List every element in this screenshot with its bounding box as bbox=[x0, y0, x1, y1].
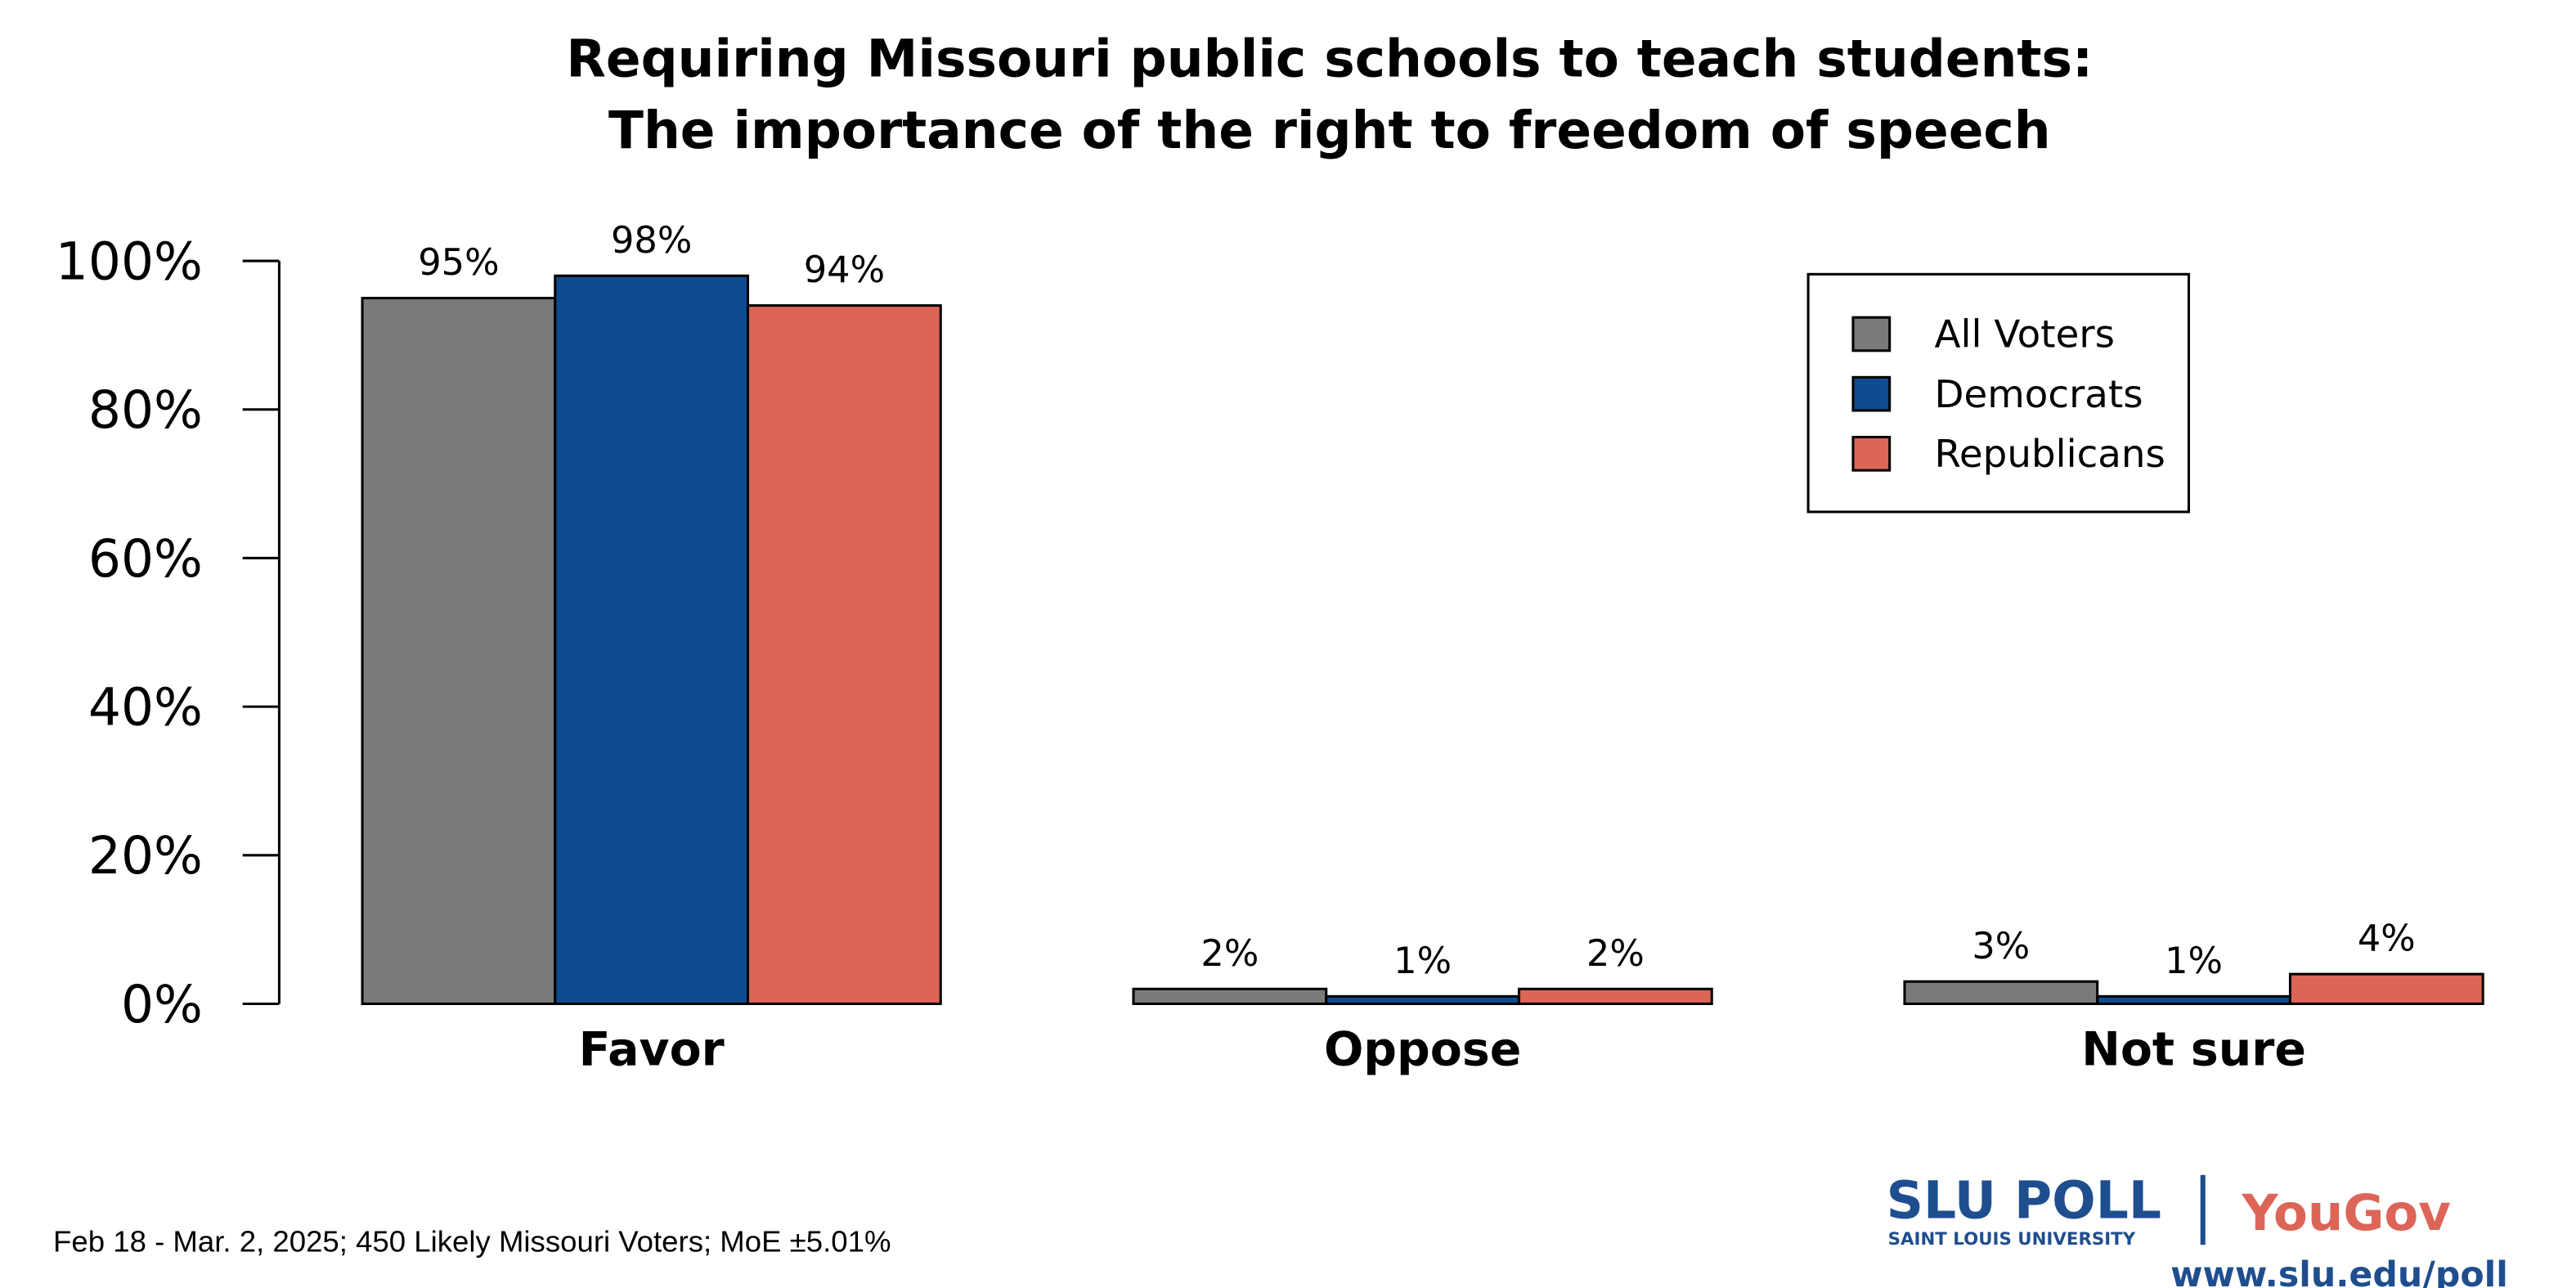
bar-all-voters bbox=[1903, 980, 2099, 1006]
legend-label: Democrats bbox=[1935, 373, 2143, 417]
category-label: Oppose bbox=[1324, 1023, 1521, 1077]
bar-all-voters bbox=[361, 296, 557, 1006]
data-label: 2% bbox=[1200, 932, 1259, 975]
slu-url[interactable]: www.slu.edu/poll bbox=[2170, 1254, 2508, 1288]
category-label: Favor bbox=[579, 1023, 725, 1077]
legend-label: Republicans bbox=[1935, 433, 2165, 477]
data-label: 1% bbox=[1393, 940, 1452, 982]
data-label: 94% bbox=[804, 249, 885, 291]
legend-label: All Voters bbox=[1935, 313, 2115, 357]
legend-swatch bbox=[1851, 316, 1892, 352]
bar-democrats bbox=[2096, 994, 2291, 1006]
footer-note: Feb 18 - Mar. 2, 2025; 450 Likely Missou… bbox=[53, 1224, 891, 1258]
data-label: 3% bbox=[1972, 925, 2030, 967]
bar-republicans bbox=[746, 304, 942, 1006]
data-label: 95% bbox=[418, 241, 499, 284]
y-tick-label: 20% bbox=[88, 826, 203, 886]
chart-title-line-1: Requiring Missouri public schools to tea… bbox=[566, 29, 2093, 88]
data-label: 98% bbox=[611, 219, 692, 262]
bar-democrats bbox=[1325, 994, 1521, 1006]
y-tick-label: 60% bbox=[88, 529, 203, 589]
bar-all-voters bbox=[1132, 987, 1328, 1006]
y-tick-label: 40% bbox=[88, 677, 203, 737]
legend-swatch bbox=[1851, 435, 1892, 472]
logo-divider bbox=[2200, 1174, 2206, 1245]
yougov-wordmark: YouGov bbox=[2242, 1184, 2451, 1242]
bar-republicans bbox=[2288, 972, 2484, 1006]
y-tick-label: 100% bbox=[56, 231, 203, 291]
data-label: 4% bbox=[2358, 918, 2416, 960]
slu-subtitle: SAINT LOUIS UNIVERSITY bbox=[1888, 1229, 2136, 1250]
y-tick-label: 0% bbox=[121, 975, 203, 1034]
legend: All Voters Democrats Republicans bbox=[1806, 272, 2191, 514]
y-axis: 0% 20% 40% 60% 80% 100% bbox=[56, 231, 280, 1034]
category-label: Not sure bbox=[2081, 1023, 2306, 1077]
bar-democrats bbox=[554, 274, 750, 1006]
bar-republicans bbox=[1517, 987, 1713, 1006]
chart-title-line-2: The importance of the right to freedom o… bbox=[608, 101, 2051, 160]
data-label: 1% bbox=[2165, 940, 2223, 982]
bars: 95% 98% 94% Favor 2% 1% 2% Oppose 3% 1% 4% Not sure bbox=[361, 219, 2484, 1077]
y-tick-label: 80% bbox=[88, 380, 203, 440]
data-label: 2% bbox=[1586, 932, 1645, 975]
legend-swatch bbox=[1851, 375, 1892, 412]
slu-poll-wordmark: SLU POLL bbox=[1887, 1171, 2161, 1231]
slu-poll-logo: SLU POLL SAINT LOUIS UNIVERSITY YouGov w… bbox=[1887, 1171, 2508, 1288]
